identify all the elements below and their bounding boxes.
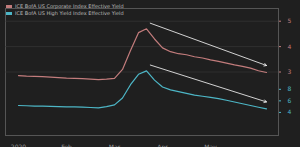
html-text:ICE BofA US High Yield Index E: ICE BofA US High Yield Index Effective Y… xyxy=(15,10,124,16)
svg-text:Feb: Feb xyxy=(61,143,72,147)
svg-text:4: 4 xyxy=(288,43,292,50)
svg-text:Mar: Mar xyxy=(109,143,121,147)
svg-text:Apr: Apr xyxy=(157,143,168,147)
svg-text:May: May xyxy=(204,143,217,147)
html-text:ICE BofA US Corporate Index Ef: ICE BofA US Corporate Index Effective Yi… xyxy=(15,3,124,9)
svg-text:2020: 2020 xyxy=(11,143,26,147)
svg-text:5: 5 xyxy=(288,17,292,24)
svg-text:8: 8 xyxy=(288,85,292,92)
svg-text:4: 4 xyxy=(288,108,292,115)
svg-text:6: 6 xyxy=(288,97,292,104)
svg-text:3: 3 xyxy=(288,68,292,75)
